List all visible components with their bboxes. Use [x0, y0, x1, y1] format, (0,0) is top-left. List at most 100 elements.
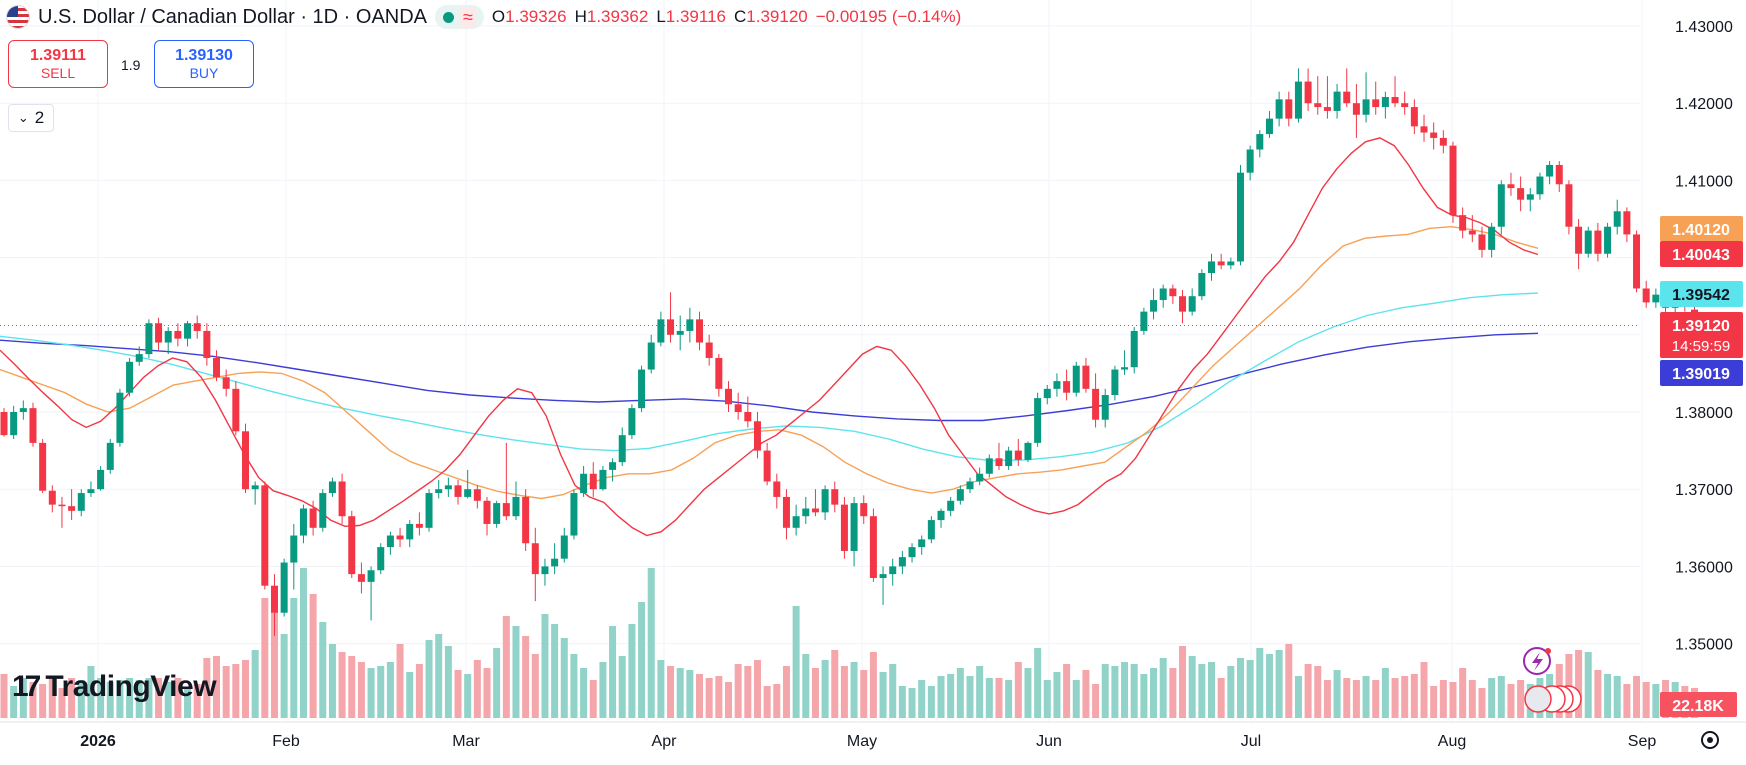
candle-body: [966, 481, 974, 490]
buy-label: BUY: [189, 65, 219, 81]
tradingview-logo[interactable]: 17 TradingView: [12, 670, 217, 704]
volume-bar: [869, 652, 877, 718]
candle-body: [580, 473, 588, 494]
volume-bar: [1208, 662, 1215, 718]
candle-body: [1343, 91, 1351, 104]
candle-body: [184, 323, 192, 339]
volume-bar: [10, 686, 18, 718]
price-label-text: 1.39120: [1672, 318, 1730, 335]
candle-body: [39, 442, 47, 491]
candle-body: [1459, 215, 1467, 231]
time-tick-label: Aug: [1438, 733, 1466, 750]
candle-body: [647, 342, 655, 370]
volume-bar: [1449, 682, 1457, 718]
symbol-title[interactable]: U.S. Dollar / Canadian Dollar · 1D · OAN…: [38, 5, 428, 28]
us-flag-event-icon: [1524, 685, 1552, 713]
candle-body: [657, 319, 665, 343]
candle-body: [927, 520, 935, 540]
volume-bar: [1014, 662, 1022, 718]
candle-body: [1323, 107, 1331, 111]
candle-body: [1449, 145, 1457, 216]
volume-bar: [319, 622, 327, 718]
time-tick-label: Sep: [1628, 733, 1657, 750]
volume-bar: [68, 678, 76, 718]
volume-bar: [1101, 664, 1109, 718]
gear-center-icon: [1707, 737, 1713, 743]
candle-body: [1179, 296, 1187, 312]
volume-bar: [1236, 658, 1244, 718]
price-label-text: 1.40043: [1672, 247, 1730, 264]
candle-body: [618, 435, 626, 463]
candle-body: [1652, 294, 1660, 303]
candle-body: [232, 388, 240, 432]
volume-bar: [792, 606, 800, 718]
candle-body: [357, 574, 365, 582]
price-label-bg: [1660, 312, 1743, 358]
candle-body: [725, 388, 732, 405]
volume-bar: [309, 594, 317, 718]
volume-bar: [1198, 664, 1206, 718]
candle-body: [1401, 103, 1409, 108]
volume-bar: [744, 666, 752, 718]
volume-bar: [1488, 678, 1496, 718]
candle-body: [58, 504, 66, 507]
volume-bar: [1391, 678, 1399, 718]
volume-bar: [811, 668, 819, 718]
volume-bar: [725, 682, 732, 718]
candle-body: [715, 357, 723, 389]
volume-bar: [1575, 650, 1583, 718]
low-value: 1.39116: [665, 7, 726, 26]
tradingview-wordmark: TradingView: [45, 670, 217, 703]
candle-body: [831, 489, 839, 505]
candle-body: [860, 503, 868, 517]
buy-price: 1.39130: [175, 47, 233, 64]
candle-body: [1623, 211, 1631, 235]
volume-bars: [0, 568, 1698, 718]
candle-body: [570, 493, 578, 536]
volume-bar: [1169, 668, 1177, 718]
volume-bar: [1517, 680, 1525, 718]
candle-body: [1594, 230, 1602, 254]
candle-body: [889, 566, 897, 575]
volume-bar: [39, 684, 47, 718]
volume-bar: [1024, 668, 1032, 718]
candle-body: [705, 342, 713, 358]
volume-bar: [522, 636, 530, 718]
candle-body: [1410, 107, 1418, 127]
volume-bar: [589, 680, 597, 718]
price-label-bg: [1660, 216, 1743, 242]
candle-body: [242, 431, 249, 490]
volume-bar: [1082, 670, 1090, 718]
volume-bar: [1121, 662, 1129, 718]
candle-body: [821, 489, 829, 513]
volume-bar: [1034, 648, 1042, 718]
ma-orange-line: [0, 225, 1539, 500]
volume-bar: [1459, 668, 1467, 718]
volume-bar: [454, 670, 462, 718]
volume-bar: [106, 682, 114, 718]
candle-body: [135, 354, 143, 362]
candle-body: [1053, 381, 1061, 389]
volume-bar: [396, 644, 404, 718]
market-status-pill[interactable]: ≈: [435, 5, 484, 29]
time-tick-label: Feb: [272, 733, 300, 750]
candle-body: [164, 330, 172, 343]
sell-button[interactable]: 1.39111 SELL: [8, 40, 108, 88]
volume-bar: [686, 670, 694, 718]
indicators-toggle-button[interactable]: ⌄ 2: [8, 104, 54, 132]
buy-button[interactable]: 1.39130 BUY: [154, 40, 254, 88]
candle-body: [802, 508, 810, 517]
candle-body: [1352, 103, 1360, 115]
volume-bar: [850, 662, 858, 718]
volume-bar: [1092, 684, 1100, 718]
candle-body: [203, 330, 211, 358]
volume-bar: [1188, 656, 1196, 718]
candle-body: [251, 485, 259, 490]
time-tick-label: May: [847, 733, 877, 750]
volume-bar: [1604, 674, 1612, 718]
volume-bar: [135, 680, 143, 718]
candle-body: [261, 485, 269, 586]
volume-bar: [473, 660, 481, 718]
